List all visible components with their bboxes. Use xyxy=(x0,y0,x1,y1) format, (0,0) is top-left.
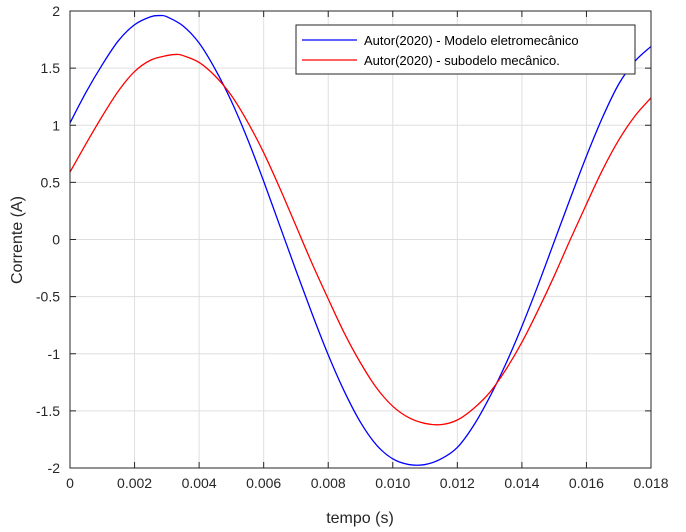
series-layer xyxy=(69,14,652,466)
x-axis-label: tempo (s) xyxy=(326,510,394,527)
x-tick-label-5: 0.010 xyxy=(375,475,410,491)
legend-box xyxy=(295,24,636,75)
tick-labels: 0 0.002 0.004 0.006 0.008 0.010 0.012 0.014 0.01… xyxy=(36,3,669,491)
x-tick-label-3: 0.006 xyxy=(246,475,281,491)
y-tick-label-2: 1 xyxy=(52,117,60,133)
y-tick-label-1: 1.5 xyxy=(41,60,61,76)
x-tick-label-9: 0.018 xyxy=(633,475,668,491)
x-tick-label-0: 0 xyxy=(66,475,74,491)
y-tick-label-7: -1.5 xyxy=(36,403,60,419)
y-tick-label-0: 2 xyxy=(52,3,60,19)
x-tick-label-8: 0.016 xyxy=(569,475,604,491)
y-tick-label-8: -2 xyxy=(48,460,61,476)
series-line-0 xyxy=(69,14,652,466)
ticks xyxy=(69,10,652,469)
y-tick-label-3: 0.5 xyxy=(41,174,61,190)
y-tick-label-4: 0 xyxy=(52,232,60,248)
y-tick-label-6: -1 xyxy=(48,346,61,362)
x-tick-label-7: 0.014 xyxy=(504,475,539,491)
y-axis-label: Corrente (A) xyxy=(9,196,26,284)
legend: Autor(2020) - Modelo eletromecânico Auto… xyxy=(295,24,636,75)
x-tick-label-4: 0.008 xyxy=(311,475,346,491)
legend-label-1: Autor(2020) - subodelo mecânico. xyxy=(364,53,560,68)
x-tick-label-2: 0.004 xyxy=(182,475,217,491)
x-tick-label-6: 0.012 xyxy=(440,475,475,491)
series-line-1 xyxy=(69,53,652,426)
y-tick-label-5: -0.5 xyxy=(36,289,60,305)
x-tick-label-1: 0.002 xyxy=(117,475,152,491)
legend-label-0: Autor(2020) - Modelo eletromecânico xyxy=(364,33,579,48)
